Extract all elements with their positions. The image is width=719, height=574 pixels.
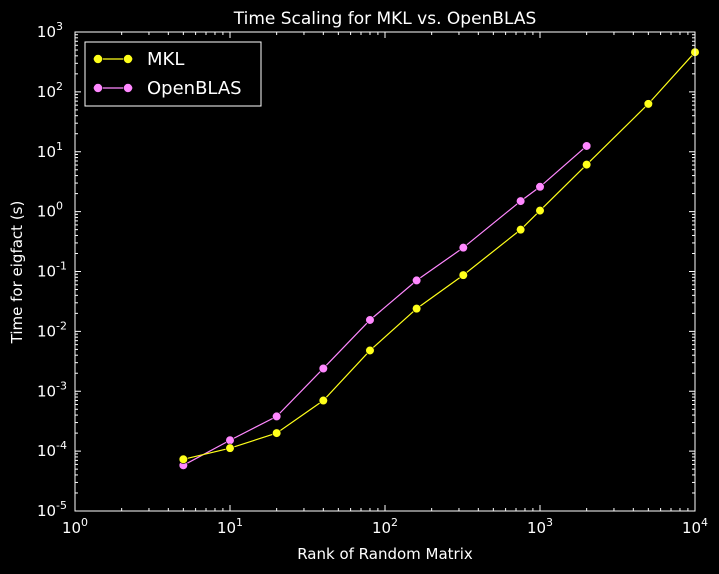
openblas-data-point <box>412 275 422 286</box>
legend: MKL OpenBLAS <box>84 41 262 107</box>
openblas-data-point <box>225 435 235 445</box>
openblas-data-point <box>582 141 592 151</box>
chart-title: Time Scaling for MKL vs. OpenBLAS <box>233 9 537 29</box>
y-tick-label: 10-2 <box>37 319 67 340</box>
x-tick-label: 103 <box>527 516 553 537</box>
y-tick-label: 10-1 <box>37 260 67 281</box>
openblas-series-line <box>183 145 588 466</box>
x-tick-label: 101 <box>217 516 243 537</box>
mkl-series-line <box>183 51 696 460</box>
legend-openblas-marker <box>93 83 103 93</box>
y-tick-label: 103 <box>37 20 63 41</box>
mkl-data-point <box>458 270 468 280</box>
legend-openblas-marker-end <box>123 83 133 93</box>
openblas-data-point <box>365 315 375 325</box>
x-tick-label: 100 <box>62 516 88 537</box>
mkl-data-point <box>516 225 526 235</box>
openblas-data-point <box>516 196 526 206</box>
x-axis-label: Rank of Random Matrix <box>297 545 473 563</box>
data-series <box>178 47 700 470</box>
y-tick-label: 10-4 <box>37 439 67 460</box>
tick-labels: 100 101 102 103 104 10-5 10-4 10-3 10-2 10-1 100 10… <box>37 20 708 537</box>
x-tick-label: 102 <box>372 516 398 537</box>
mkl-data-point <box>178 454 188 464</box>
y-tick-label: 102 <box>37 80 63 101</box>
openblas-data-point <box>458 243 468 253</box>
mkl-data-point <box>225 443 235 453</box>
x-tick-label: 104 <box>682 516 708 537</box>
y-axis-label: Time for eigfact (s) <box>8 201 26 345</box>
y-tick-label: 101 <box>37 140 63 161</box>
openblas-data-point <box>318 363 328 374</box>
y-tick-label: 100 <box>37 200 63 221</box>
legend-mkl-marker <box>93 54 103 64</box>
openblas-data-point <box>272 411 282 422</box>
mkl-data-point <box>412 304 422 314</box>
legend-mkl-label: MKL <box>147 49 184 70</box>
mkl-data-point <box>318 395 328 406</box>
mkl-data-point <box>365 345 375 356</box>
y-tick-label: 10-3 <box>37 379 67 400</box>
mkl-data-point <box>582 160 592 170</box>
mkl-data-point <box>643 99 653 109</box>
mkl-data-point <box>535 206 545 216</box>
legend-mkl-marker-end <box>123 54 133 64</box>
plot-frame <box>74 31 696 512</box>
mkl-data-point <box>272 428 282 438</box>
openblas-data-point <box>535 182 545 192</box>
y-tick-label: 10-5 <box>37 499 67 520</box>
legend-openblas-label: OpenBLAS <box>147 78 242 99</box>
legend-box <box>84 41 262 107</box>
